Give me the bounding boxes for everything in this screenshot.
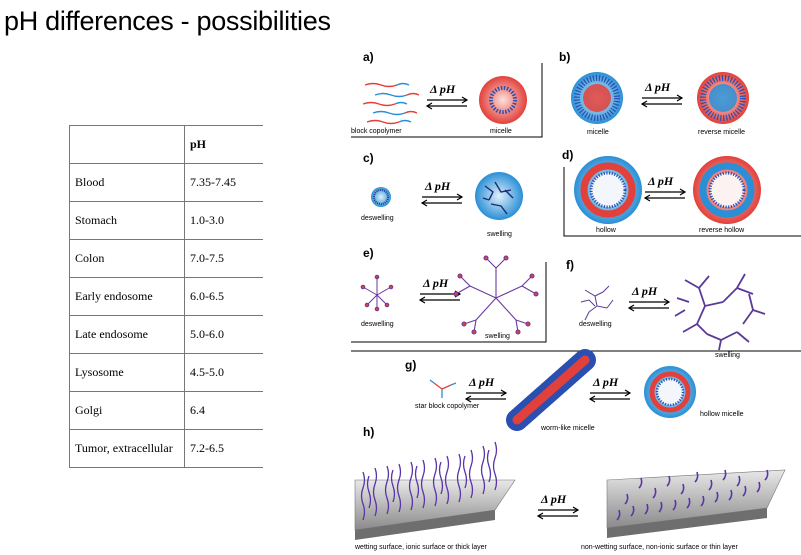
panel-label: b): [559, 50, 570, 64]
equilibrium-arrows-icon: [641, 94, 683, 108]
micelle-icon: [571, 72, 623, 124]
table-row: Early endosome 6.0-6.5: [69, 277, 263, 316]
table-header-cell: pH: [184, 125, 263, 164]
equilibrium-arrows-icon: [537, 506, 579, 520]
delta-ph-label: Δ pH: [631, 284, 658, 298]
table-cell: Tumor, extracellular: [69, 429, 185, 468]
equilibrium-arrows-icon: [589, 389, 631, 403]
panel-caption: reverse hollow: [699, 227, 745, 234]
panel-label: f): [566, 258, 574, 272]
equilibrium-arrows-icon: [644, 188, 686, 202]
table-cell: 7.0-7.5: [184, 239, 263, 278]
panel-label: d): [562, 148, 573, 162]
table-cell: 7.2-6.5: [184, 429, 263, 468]
equilibrium-arrows-icon: [421, 193, 463, 207]
delta-ph-label: Δ pH: [424, 179, 451, 193]
panel-b: b) Δ pH micelle reverse micelle: [559, 50, 749, 136]
page-title: pH differences - possibilities: [4, 6, 331, 36]
panel-caption: hollow: [596, 227, 617, 234]
worm-like-micelle-icon: [506, 349, 596, 431]
table-row: Tumor, extracellular 7.2-6.5: [69, 429, 263, 468]
hollow-micelle-icon: [644, 366, 696, 418]
thick-brush-surface-icon: [354, 441, 516, 540]
table-cell: Golgi: [69, 391, 185, 430]
table-row: Blood 7.35-7.45: [69, 163, 263, 202]
table-row: Stomach 1.0-3.0: [69, 201, 263, 240]
panel-label: h): [363, 425, 374, 439]
delta-ph-label: Δ pH: [647, 174, 674, 188]
table-row: Golgi 6.4: [69, 391, 263, 430]
table-row: Lysosome 4.5-5.0: [69, 353, 263, 392]
ph-table: pH Blood 7.35-7.45 Stomach 1.0-3.0 Colon 7.…: [69, 125, 263, 468]
table-cell: Early endosome: [69, 277, 185, 316]
table-cell: Stomach: [69, 201, 185, 240]
panel-caption: wetting surface, ionic surface or thick …: [354, 544, 488, 551]
panel-a: a) Δ pH block copolymer micelle: [351, 50, 543, 138]
thin-brush-surface-icon: [606, 469, 786, 538]
panel-c: c) Δ pH deswelling swelling: [361, 151, 523, 238]
reverse-micelle-icon: [697, 72, 749, 124]
table-cell: Colon: [69, 239, 185, 278]
panel-caption: swelling: [715, 352, 740, 359]
delta-ph-label: Δ pH: [422, 276, 449, 290]
panel-g: g) star block copolymer Δ pH worm-like m…: [351, 349, 801, 432]
hollow-particle-icon: [574, 156, 642, 224]
swelled-particle-icon: [475, 172, 523, 220]
panel-caption: hollow micelle: [700, 411, 744, 418]
panel-caption: deswelling: [579, 321, 612, 328]
equilibrium-arrows-icon: [465, 389, 507, 403]
panel-h: h) Δ pH: [354, 425, 786, 551]
table-row: Late endosome 5.0-6.0: [69, 315, 263, 354]
panel-caption: deswelling: [361, 321, 394, 328]
delta-ph-label: Δ pH: [644, 80, 671, 94]
equilibrium-arrows-icon: [628, 298, 670, 312]
panel-label: a): [363, 50, 374, 64]
panel-caption: block copolymer: [351, 128, 402, 135]
table-header-row: pH: [69, 125, 263, 164]
panel-f: f) Δ pH deswelling swelling: [566, 258, 766, 359]
panel-label: g): [405, 358, 416, 372]
block-copolymer-icon: [362, 82, 420, 125]
deswelled-dendrimer-icon: [360, 274, 394, 312]
table-cell: 5.0-6.0: [184, 315, 263, 354]
table-header-cell: [69, 125, 185, 164]
equilibrium-arrows-icon: [426, 96, 468, 110]
ph-responsive-figure: a) Δ pH block copolymer micelle b) Δ pH: [351, 50, 801, 551]
table-cell: Lysosome: [69, 353, 185, 392]
table-cell: Blood: [69, 163, 185, 202]
panel-caption: micelle: [490, 128, 512, 135]
table-cell: Late endosome: [69, 315, 185, 354]
table-cell: 6.4: [184, 391, 263, 430]
panel-caption: reverse micelle: [698, 129, 745, 136]
panel-label: c): [363, 151, 374, 165]
table-row: Colon 7.0-7.5: [69, 239, 263, 278]
table-cell: 1.0-3.0: [184, 201, 263, 240]
delta-ph-label: Δ pH: [429, 82, 456, 96]
panel-caption: non-wetting surface, non-ionic surface o…: [581, 544, 738, 551]
delta-ph-label: Δ pH: [468, 375, 495, 389]
swelled-network-icon: [674, 273, 766, 351]
panel-caption: deswelling: [361, 215, 394, 222]
panel-e: e) Δ pH deswelling swelling: [351, 246, 547, 343]
deswelled-particle-icon: [371, 187, 391, 207]
panel-d: d) Δ pH hollow reverse hollow: [562, 148, 801, 237]
micelle-icon: [479, 76, 527, 124]
reverse-hollow-particle-icon: [693, 156, 761, 224]
panel-caption: swelling: [487, 231, 512, 238]
panel-caption: micelle: [587, 129, 609, 136]
panel-caption: swelling: [485, 333, 510, 340]
delta-ph-label: Δ pH: [592, 375, 619, 389]
delta-ph-label: Δ pH: [540, 492, 567, 506]
panel-caption: star block copolymer: [415, 403, 480, 410]
table-cell: 6.0-6.5: [184, 277, 263, 316]
deswelled-network-icon: [580, 285, 614, 321]
panel-label: e): [363, 246, 374, 260]
panel-caption: worm-like micelle: [540, 425, 595, 432]
swelled-dendrimer-icon: [453, 255, 539, 335]
table-cell: 7.35-7.45: [184, 163, 263, 202]
star-block-copolymer-icon: [429, 379, 457, 398]
table-cell: 4.5-5.0: [184, 353, 263, 392]
